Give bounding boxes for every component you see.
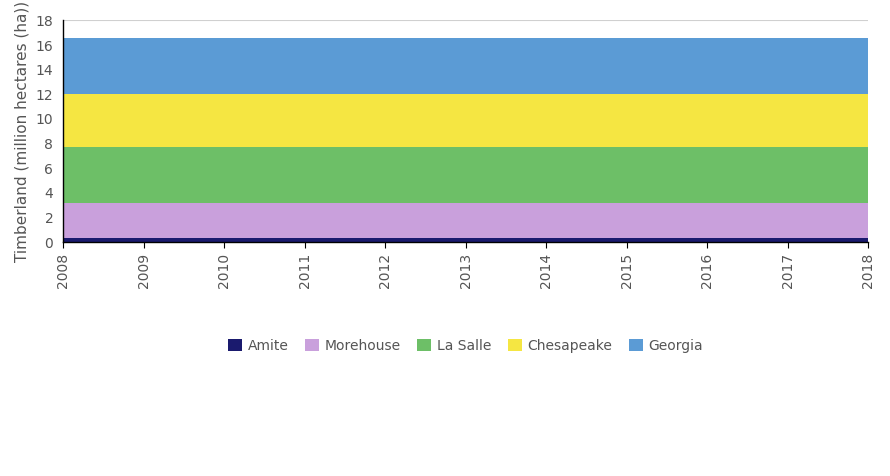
Y-axis label: Timberland (million hectares (ha)): Timberland (million hectares (ha)) <box>15 1 30 262</box>
Legend: Amite, Morehouse, La Salle, Chesapeake, Georgia: Amite, Morehouse, La Salle, Chesapeake, … <box>222 333 708 358</box>
